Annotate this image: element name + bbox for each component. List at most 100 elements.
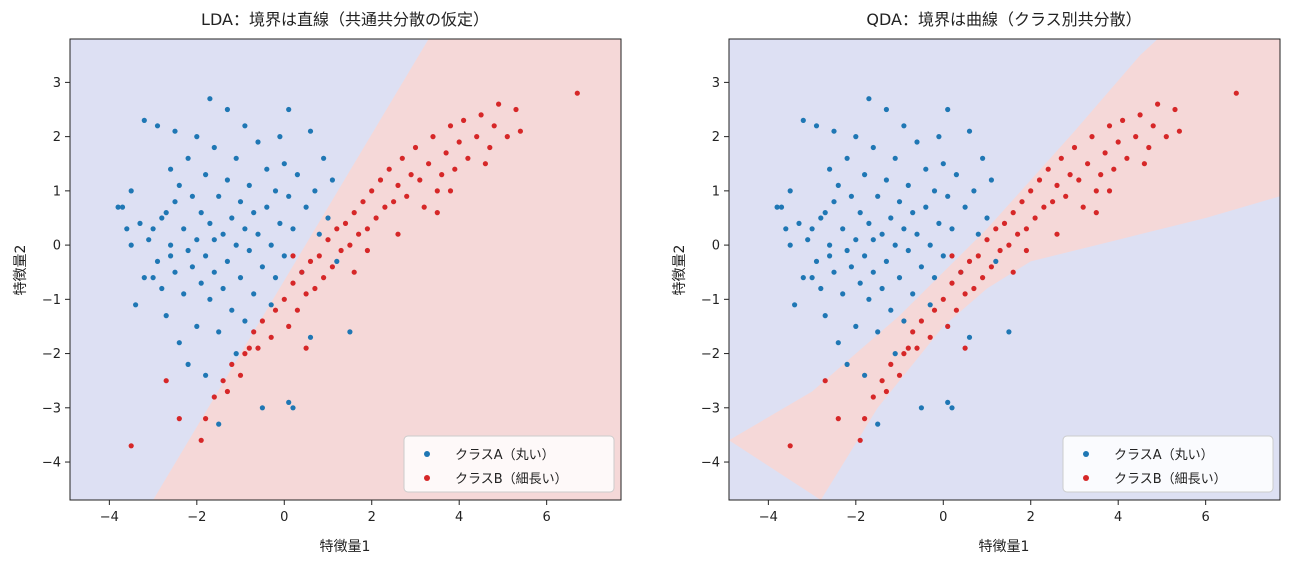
class-a-point <box>853 134 859 140</box>
qda-legend-marker-b <box>1083 475 1089 481</box>
class-a-point <box>203 372 209 378</box>
class-b-point <box>1233 90 1239 96</box>
class-a-point <box>857 280 863 286</box>
class-b-point <box>220 378 226 384</box>
class-a-point <box>207 220 213 226</box>
class-a-point <box>862 172 868 178</box>
qda-title: QDA：境界は曲線（クラス別共分散） <box>866 10 1141 29</box>
class-a-point <box>883 106 890 113</box>
y-tick-label: −2 <box>42 347 61 362</box>
class-a-point <box>805 237 811 243</box>
class-b-point <box>574 90 580 96</box>
lda-x-ticks: −4 −2 0 2 4 6 <box>100 500 551 525</box>
class-a-point <box>216 329 222 335</box>
class-a-point <box>936 134 942 140</box>
class-a-point <box>207 96 213 102</box>
class-b-point <box>1133 134 1139 140</box>
class-b-point <box>290 253 296 259</box>
class-b-point <box>447 123 454 129</box>
qda-x-axis-label: 特徴量1 <box>979 539 1030 555</box>
class-b-point <box>246 345 252 351</box>
class-a-point <box>124 226 130 232</box>
class-b-point <box>395 182 401 188</box>
class-b-point <box>369 188 375 194</box>
class-a-point <box>251 210 257 216</box>
class-a-point <box>185 155 191 161</box>
class-a-point <box>853 323 859 329</box>
class-b-point <box>434 210 440 216</box>
class-a-point <box>163 313 169 319</box>
class-b-point <box>299 269 305 275</box>
class-a-point <box>813 123 820 129</box>
class-a-point <box>1006 329 1012 335</box>
class-a-point <box>940 161 946 167</box>
class-a-point <box>150 226 156 232</box>
class-a-point <box>194 134 200 140</box>
class-a-point <box>945 193 951 199</box>
class-a-point <box>844 247 850 254</box>
class-a-point <box>172 128 178 134</box>
class-a-point <box>774 204 780 210</box>
qda-legend-marker-a <box>1083 451 1089 457</box>
class-a-point <box>896 199 903 205</box>
class-a-point <box>787 242 793 248</box>
class-b-point <box>408 172 414 178</box>
class-b-point <box>914 345 920 351</box>
class-a-point <box>150 275 156 281</box>
class-b-point <box>1006 242 1012 248</box>
class-b-point <box>334 226 340 232</box>
class-b-point <box>198 437 204 443</box>
x-tick-label: 6 <box>543 510 551 525</box>
class-a-point <box>945 399 951 405</box>
class-a-point <box>224 106 230 113</box>
class-b-point <box>1032 215 1038 221</box>
class-b-point <box>1150 123 1156 129</box>
qda-legend-box <box>1062 435 1274 493</box>
class-b-point <box>272 307 279 313</box>
class-b-point <box>325 237 331 243</box>
class-b-point <box>461 117 467 123</box>
y-tick-label: 3 <box>53 76 61 91</box>
class-a-point <box>892 155 898 161</box>
class-a-point <box>168 242 174 248</box>
lda-region-b <box>153 39 621 500</box>
class-a-point <box>835 340 841 346</box>
y-tick-label: 1 <box>53 184 61 199</box>
class-b-point <box>482 161 488 167</box>
class-a-point <box>822 313 828 319</box>
class-a-point <box>870 144 876 151</box>
class-a-point <box>211 144 217 151</box>
class-a-point <box>813 258 820 264</box>
class-b-point <box>993 226 999 232</box>
class-a-point <box>883 177 890 183</box>
class-a-point <box>792 302 798 308</box>
class-a-point <box>980 155 986 161</box>
class-b-point <box>364 247 370 254</box>
class-b-point <box>949 253 955 259</box>
class-b-point <box>373 215 379 221</box>
class-b-point <box>905 345 911 351</box>
class-a-point <box>840 291 846 297</box>
class-b-point <box>347 242 353 248</box>
class-b-point <box>443 150 449 156</box>
qda-legend-label-b: クラスB（細長い） <box>1114 472 1227 487</box>
class-a-point <box>246 247 252 254</box>
x-tick-label: 4 <box>455 510 463 525</box>
class-a-point <box>892 242 898 248</box>
class-b-point <box>1080 204 1086 210</box>
class-b-point <box>268 334 274 340</box>
class-b-point <box>224 388 230 395</box>
class-a-point <box>198 210 204 216</box>
class-a-point <box>334 258 340 264</box>
class-b-point <box>342 220 349 226</box>
class-b-point <box>395 231 401 237</box>
class-b-point <box>1106 123 1113 129</box>
class-b-point <box>883 388 890 395</box>
qda-class-a-points <box>774 96 1012 427</box>
x-tick-label: −4 <box>759 510 778 525</box>
class-a-point <box>993 258 999 264</box>
class-a-point <box>971 188 977 194</box>
class-a-point <box>268 242 274 248</box>
x-tick-label: 2 <box>1027 510 1035 525</box>
class-b-point <box>1146 144 1152 151</box>
